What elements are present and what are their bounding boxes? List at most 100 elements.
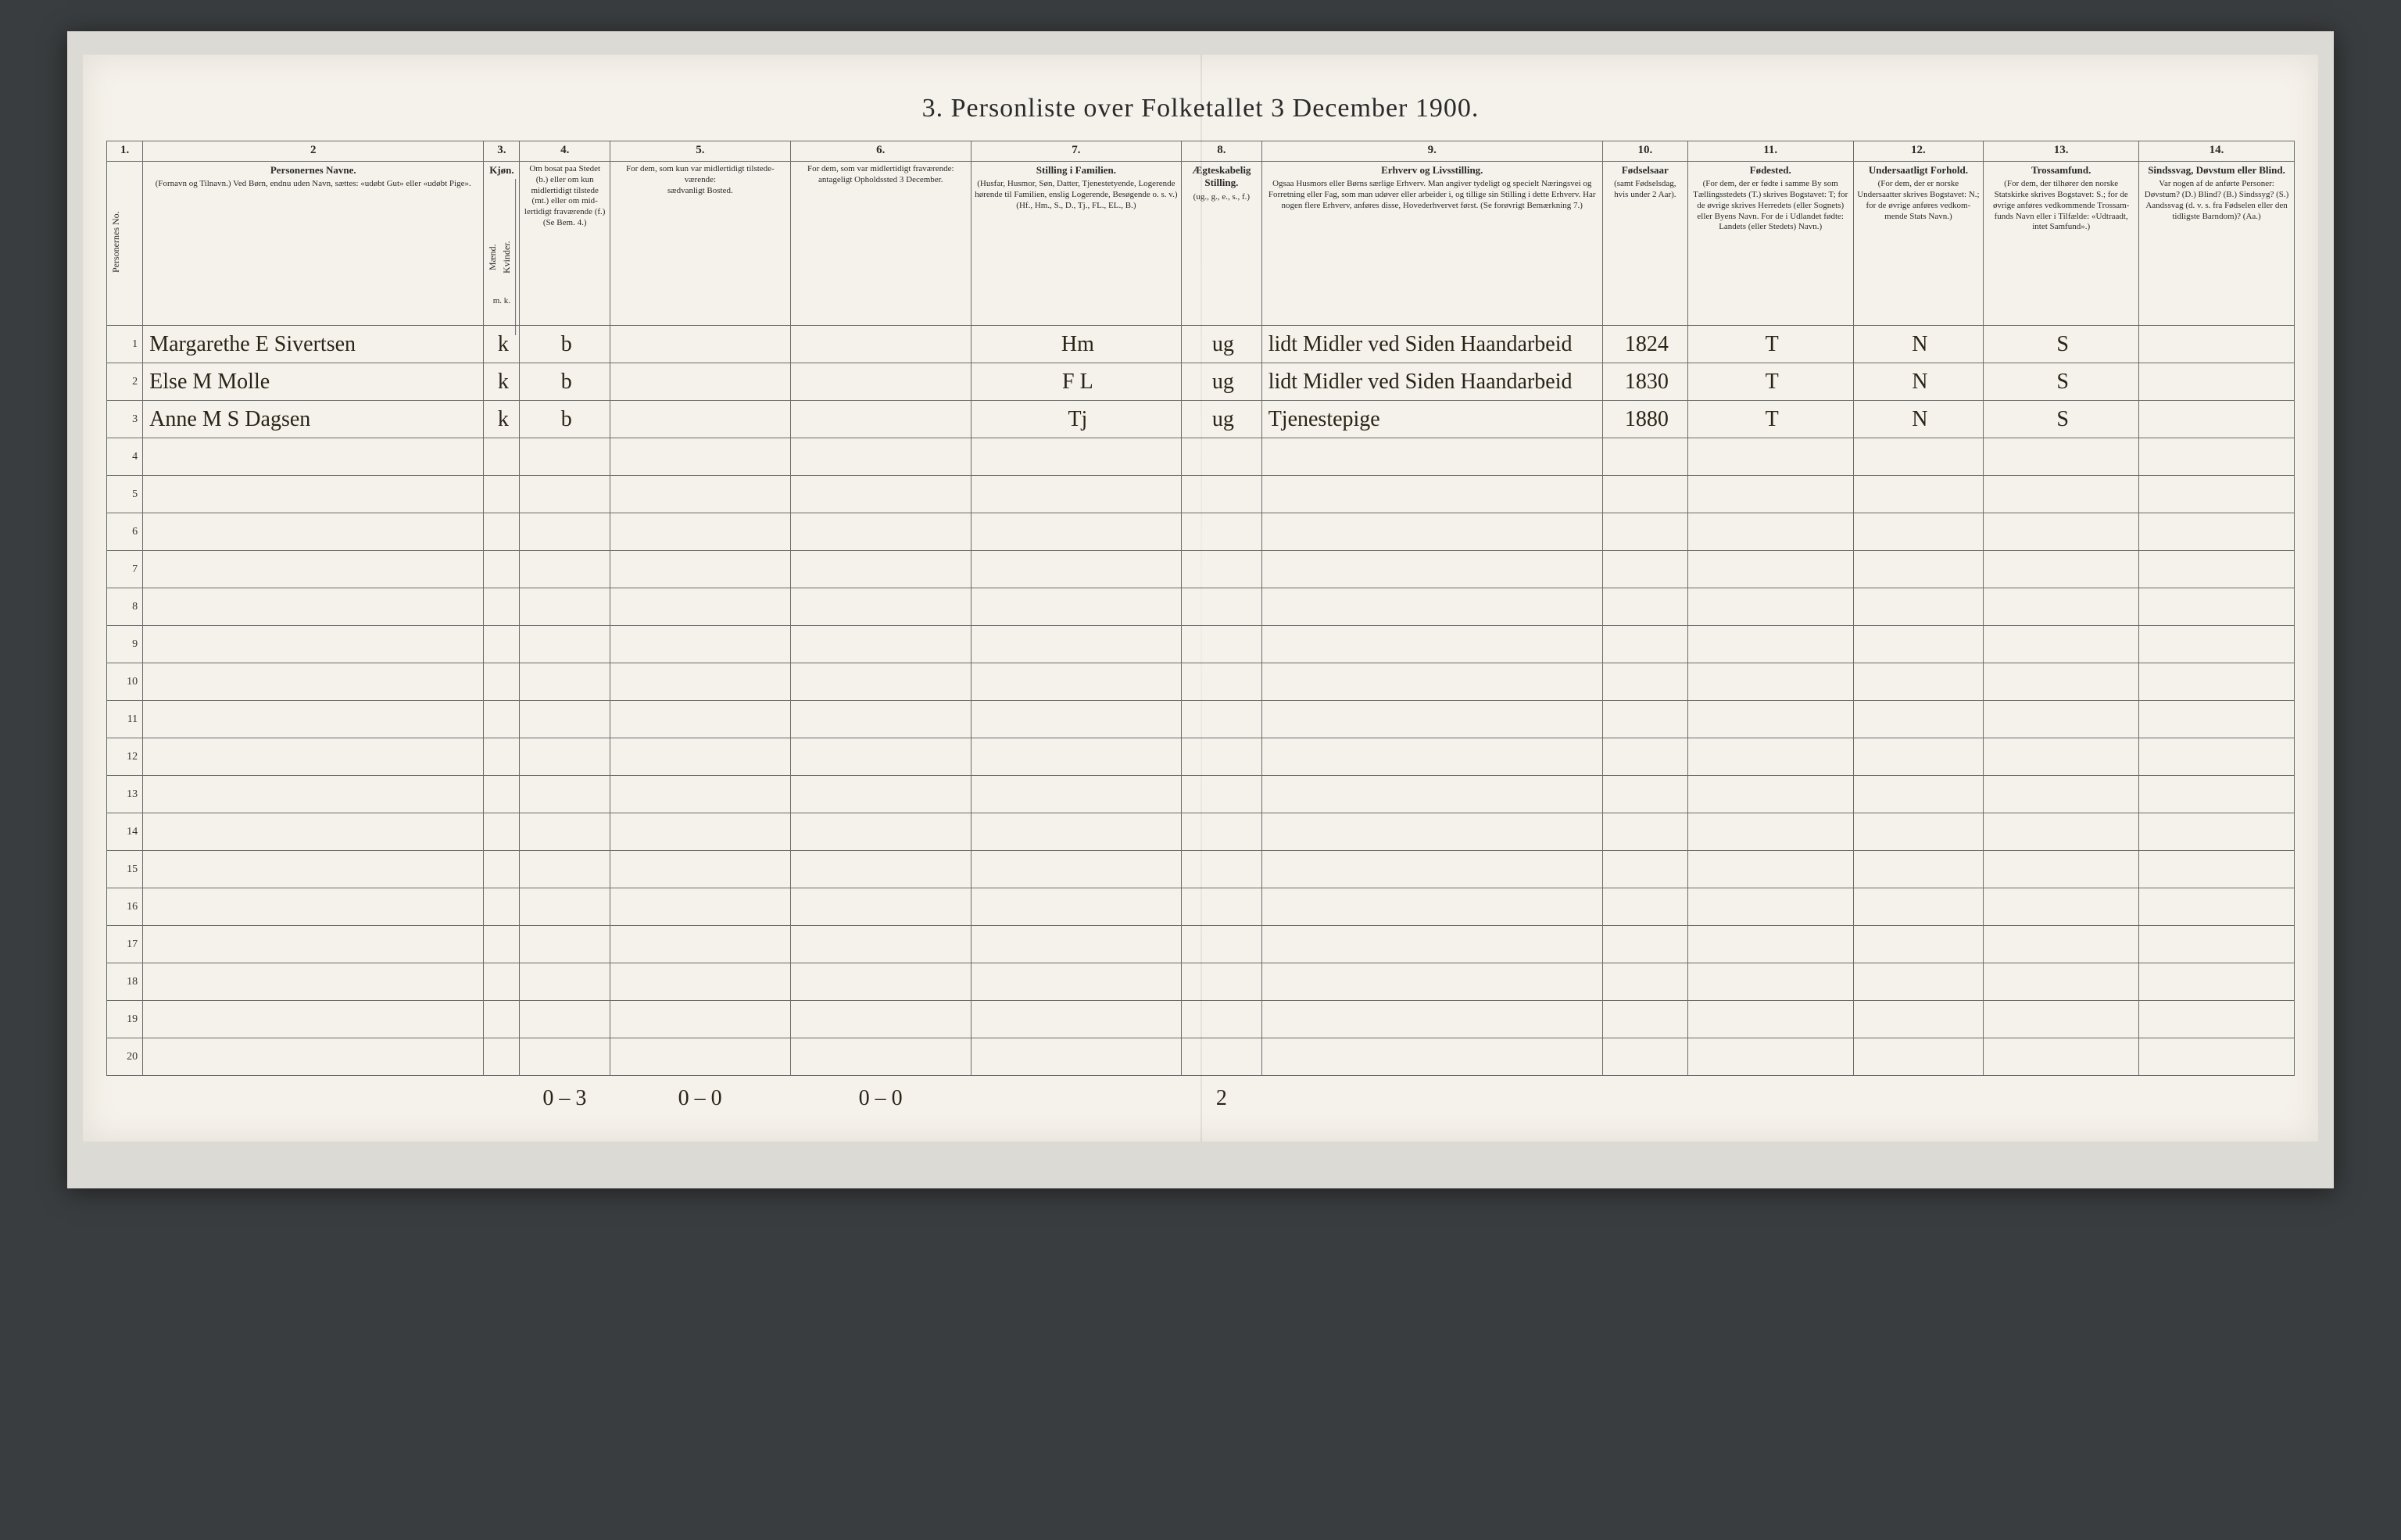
empty-cell bbox=[1984, 513, 2139, 551]
census-table: 1. 2 3. 4. 5. 6. 7. 8. 9. 10. 11. 12. 13… bbox=[106, 141, 2295, 1076]
empty-cell bbox=[1853, 963, 1984, 1001]
empty-cell bbox=[484, 476, 520, 513]
empty-cell bbox=[484, 513, 520, 551]
colhead-residence: Om bosat paa Stedet (b.) eller om kun mi… bbox=[520, 162, 610, 326]
empty-cell bbox=[520, 851, 610, 888]
empty-cell bbox=[1687, 776, 1853, 813]
empty-cell bbox=[1853, 1001, 1984, 1038]
empty-cell bbox=[520, 776, 610, 813]
table-row: 3Anne M S DagsenkbTjugTjenestepige1880TN… bbox=[107, 401, 2295, 438]
empty-cell bbox=[790, 1038, 971, 1076]
empty-cell bbox=[1182, 776, 1262, 813]
colnum-5: 5. bbox=[610, 141, 790, 162]
empty-cell bbox=[790, 588, 971, 626]
empty-cell bbox=[610, 738, 790, 776]
empty-cell bbox=[143, 551, 484, 588]
cell-marital: ug bbox=[1182, 401, 1262, 438]
empty-cell bbox=[520, 813, 610, 851]
empty-cell bbox=[1261, 588, 1602, 626]
empty-cell bbox=[520, 963, 610, 1001]
empty-cell bbox=[1984, 476, 2139, 513]
empty-cell bbox=[1984, 738, 2139, 776]
empty-cell bbox=[971, 1001, 1181, 1038]
row-number: 3 bbox=[107, 401, 143, 438]
empty-cell bbox=[1261, 476, 1602, 513]
empty-cell bbox=[971, 513, 1181, 551]
cell-birthplace: T bbox=[1687, 363, 1853, 401]
empty-cell bbox=[1984, 588, 2139, 626]
empty-cell bbox=[610, 551, 790, 588]
empty-cell bbox=[143, 926, 484, 963]
empty-cell bbox=[484, 551, 520, 588]
cell-family-pos: F L bbox=[971, 363, 1181, 401]
empty-cell bbox=[143, 476, 484, 513]
empty-cell bbox=[610, 588, 790, 626]
cell-birthyear: 1880 bbox=[1602, 401, 1687, 438]
empty-cell bbox=[1687, 738, 1853, 776]
colhead-occupation: Erhverv og Livsstilling. Ogsaa Husmors e… bbox=[1261, 162, 1602, 326]
empty-cell bbox=[1602, 776, 1687, 813]
empty-cell bbox=[1687, 588, 1853, 626]
empty-cell bbox=[2139, 888, 2295, 926]
empty-cell bbox=[1853, 776, 1984, 813]
empty-cell bbox=[1984, 963, 2139, 1001]
colhead-birthyear: Fødsels­aar (samt Fødsels­dag, hvis unde… bbox=[1602, 162, 1687, 326]
cell-disability bbox=[2139, 326, 2295, 363]
page-title: 3. Personliste over Folketallet 3 Decemb… bbox=[106, 94, 2295, 123]
empty-cell bbox=[971, 1038, 1181, 1076]
cell-name: Anne M S Dagsen bbox=[143, 401, 484, 438]
empty-cell bbox=[1602, 926, 1687, 963]
colnum-10: 10. bbox=[1602, 141, 1687, 162]
empty-cell bbox=[1687, 1001, 1853, 1038]
table-row-empty: 14 bbox=[107, 813, 2295, 851]
empty-cell bbox=[2139, 1038, 2295, 1076]
cell-disability bbox=[2139, 401, 2295, 438]
empty-cell bbox=[1853, 588, 1984, 626]
empty-cell bbox=[1687, 513, 1853, 551]
empty-cell bbox=[1261, 1038, 1602, 1076]
empty-cell bbox=[790, 926, 971, 963]
empty-cell bbox=[1602, 551, 1687, 588]
census-form-page: 3. Personliste over Folketallet 3 Decemb… bbox=[83, 55, 2318, 1142]
empty-cell bbox=[143, 1001, 484, 1038]
empty-cell bbox=[790, 851, 971, 888]
empty-cell bbox=[1182, 888, 1262, 926]
empty-cell bbox=[520, 438, 610, 476]
empty-cell bbox=[520, 1038, 610, 1076]
table-row-empty: 7 bbox=[107, 551, 2295, 588]
empty-cell bbox=[1182, 1038, 1262, 1076]
row-number: 14 bbox=[107, 813, 143, 851]
empty-cell bbox=[1853, 626, 1984, 663]
cell-temp-absent bbox=[790, 363, 971, 401]
empty-cell bbox=[1182, 701, 1262, 738]
empty-cell bbox=[1182, 851, 1262, 888]
empty-cell bbox=[484, 438, 520, 476]
empty-cell bbox=[143, 626, 484, 663]
row-number: 13 bbox=[107, 776, 143, 813]
empty-cell bbox=[971, 813, 1181, 851]
table-row-empty: 6 bbox=[107, 513, 2295, 551]
empty-cell bbox=[1984, 701, 2139, 738]
colhead-citizenship: Undersaatligt Forhold. (For dem, der er … bbox=[1853, 162, 1984, 326]
table-row-empty: 13 bbox=[107, 776, 2295, 813]
empty-cell bbox=[1687, 476, 1853, 513]
empty-cell bbox=[1182, 551, 1262, 588]
empty-cell bbox=[790, 438, 971, 476]
empty-cell bbox=[790, 738, 971, 776]
table-row-empty: 8 bbox=[107, 588, 2295, 626]
page-number: 2 bbox=[1182, 1079, 1262, 1118]
cell-religion: S bbox=[1984, 363, 2139, 401]
empty-cell bbox=[1984, 1001, 2139, 1038]
cell-temp-present bbox=[610, 401, 790, 438]
colnum-4: 4. bbox=[520, 141, 610, 162]
empty-cell bbox=[971, 738, 1181, 776]
empty-cell bbox=[143, 513, 484, 551]
empty-cell bbox=[1261, 851, 1602, 888]
empty-cell bbox=[1602, 663, 1687, 701]
colhead-disability: Sindssvag, Døvstum eller Blind. Var noge… bbox=[2139, 162, 2295, 326]
empty-cell bbox=[1602, 626, 1687, 663]
empty-cell bbox=[610, 1038, 790, 1076]
row-number: 7 bbox=[107, 551, 143, 588]
empty-cell bbox=[2139, 851, 2295, 888]
empty-cell bbox=[1182, 438, 1262, 476]
